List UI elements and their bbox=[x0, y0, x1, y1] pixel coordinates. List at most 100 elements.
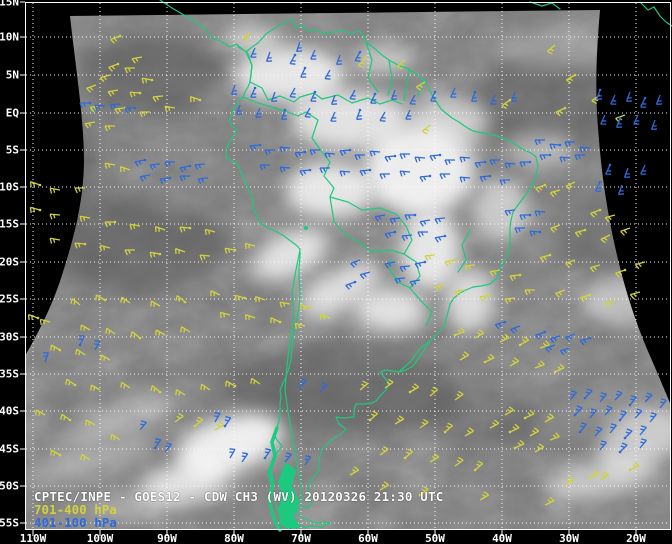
wind-barb bbox=[345, 281, 356, 290]
wind-barb bbox=[549, 143, 561, 150]
wind-barb bbox=[434, 235, 446, 243]
wind-barb bbox=[330, 94, 338, 106]
wind-barb-dot bbox=[488, 293, 492, 297]
wind-barb bbox=[629, 395, 637, 406]
wind-barb bbox=[615, 117, 623, 129]
wind-barb bbox=[490, 94, 497, 105]
wind-barb bbox=[384, 155, 396, 162]
wind-barb bbox=[310, 91, 317, 102]
wind-barb bbox=[429, 154, 441, 161]
coastline-africa-corner bbox=[529, 1, 672, 27]
wind-barb bbox=[224, 416, 232, 427]
wind-barb-dot bbox=[438, 153, 442, 157]
wind-barb bbox=[414, 156, 426, 163]
wind-barb-dot bbox=[393, 154, 397, 158]
wind-barb bbox=[164, 161, 175, 168]
wind-barb-dot bbox=[528, 160, 532, 164]
wind-barb bbox=[149, 163, 161, 170]
wind-barb-dot bbox=[358, 50, 362, 54]
wind-barb bbox=[129, 223, 141, 230]
wind-barb bbox=[589, 264, 601, 273]
wind-barb bbox=[369, 410, 379, 421]
wind-barb bbox=[499, 179, 510, 186]
wind-barb bbox=[595, 181, 602, 192]
wind-barb bbox=[270, 317, 281, 324]
wind-barb bbox=[574, 405, 583, 416]
wind-barb bbox=[300, 67, 307, 78]
wind-barb bbox=[242, 31, 251, 42]
wind-barb bbox=[640, 97, 647, 108]
lon-label-50W: 50W bbox=[425, 532, 445, 544]
wind-barb bbox=[79, 215, 91, 222]
wind-barb bbox=[629, 291, 641, 300]
wind-barb bbox=[429, 386, 439, 397]
wind-barb bbox=[624, 428, 633, 439]
wind-barb bbox=[510, 91, 518, 103]
wind-barb bbox=[94, 104, 106, 111]
wind-barb bbox=[304, 107, 311, 118]
wind-barb bbox=[565, 74, 576, 84]
wind-barb-dot bbox=[588, 293, 592, 297]
wind-barb bbox=[509, 423, 520, 433]
wind-barb bbox=[75, 348, 86, 356]
wind-barb-dot bbox=[308, 168, 312, 172]
wind-barb bbox=[141, 77, 153, 84]
wind-barb-dot bbox=[368, 168, 372, 172]
wind-barb bbox=[401, 234, 413, 241]
wind-barb bbox=[599, 392, 607, 403]
wind-barb bbox=[119, 165, 131, 173]
wind-barb-dot bbox=[368, 418, 372, 422]
wind-barb bbox=[600, 114, 607, 125]
wind-barb bbox=[470, 91, 478, 103]
wind-barb bbox=[230, 84, 238, 96]
wind-barb-dot bbox=[433, 90, 437, 94]
lon-label-100W: 100W bbox=[87, 532, 114, 544]
wind-barb bbox=[615, 269, 626, 278]
wind-barb bbox=[529, 230, 541, 237]
wind-barb bbox=[510, 325, 521, 334]
wind-barb bbox=[489, 419, 500, 429]
wind-barb bbox=[379, 445, 389, 456]
wind-barb bbox=[394, 415, 405, 425]
wind-barb bbox=[355, 109, 363, 121]
wind-barb bbox=[459, 176, 471, 183]
wind-barb bbox=[539, 254, 551, 263]
wind-barb-dot bbox=[628, 403, 632, 407]
wind-barb bbox=[579, 294, 591, 303]
wind-barb bbox=[514, 227, 525, 234]
wind-barb bbox=[359, 271, 371, 280]
wind-barb bbox=[279, 166, 291, 173]
wind-barb bbox=[610, 94, 617, 105]
wind-barb bbox=[424, 254, 436, 261]
wind-barb bbox=[399, 153, 410, 160]
wind-barb bbox=[623, 167, 631, 179]
wind-barb bbox=[159, 177, 171, 184]
wind-barb-dot bbox=[153, 446, 157, 450]
wind-barb bbox=[454, 390, 464, 401]
wind-barb bbox=[384, 261, 396, 269]
wind-barb bbox=[339, 170, 351, 177]
lon-label-90W: 90W bbox=[157, 532, 177, 544]
lat-label-10S: 10S bbox=[0, 181, 19, 194]
wind-barb bbox=[609, 423, 617, 434]
wind-barb bbox=[369, 150, 381, 157]
wind-barb bbox=[108, 63, 119, 72]
wind-barb-dot bbox=[598, 88, 602, 92]
wind-barb-dot bbox=[143, 158, 147, 162]
wind-barb-dot bbox=[58, 348, 62, 352]
wind-barb bbox=[107, 89, 119, 97]
lake-titicaca bbox=[304, 226, 308, 230]
wind-barb bbox=[139, 111, 150, 118]
wind-barb bbox=[349, 466, 360, 476]
wind-barb bbox=[614, 390, 623, 401]
wind-barb bbox=[444, 159, 455, 166]
wind-barb-dot bbox=[403, 456, 407, 460]
wind-barb bbox=[299, 378, 307, 389]
wind-barb bbox=[414, 261, 426, 269]
wind-barb-dot bbox=[283, 108, 287, 112]
wind-barb bbox=[501, 99, 511, 110]
wind-barb bbox=[534, 360, 545, 369]
wind-barb bbox=[421, 124, 431, 135]
wind-barb bbox=[639, 438, 647, 449]
wind-barb-dot bbox=[538, 230, 542, 234]
